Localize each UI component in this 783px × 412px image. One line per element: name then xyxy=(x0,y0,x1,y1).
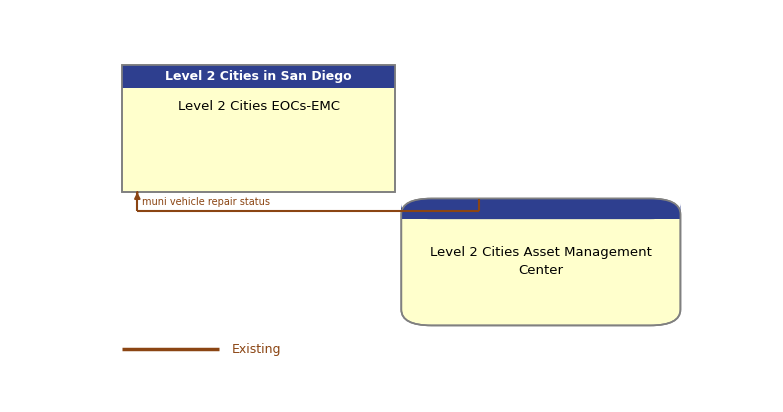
Bar xyxy=(402,208,680,219)
Text: Level 2 Cities in San Diego: Level 2 Cities in San Diego xyxy=(165,70,352,83)
Text: muni vehicle repair status: muni vehicle repair status xyxy=(143,197,270,207)
Text: Existing: Existing xyxy=(232,343,281,356)
FancyBboxPatch shape xyxy=(402,199,680,219)
FancyBboxPatch shape xyxy=(402,199,680,325)
Text: Level 2 Cities EOCs-EMC: Level 2 Cities EOCs-EMC xyxy=(178,100,340,113)
Bar xyxy=(122,65,395,87)
Text: Level 2 Cities Asset Management
Center: Level 2 Cities Asset Management Center xyxy=(430,246,651,277)
Bar xyxy=(122,65,395,192)
Bar xyxy=(122,65,395,192)
